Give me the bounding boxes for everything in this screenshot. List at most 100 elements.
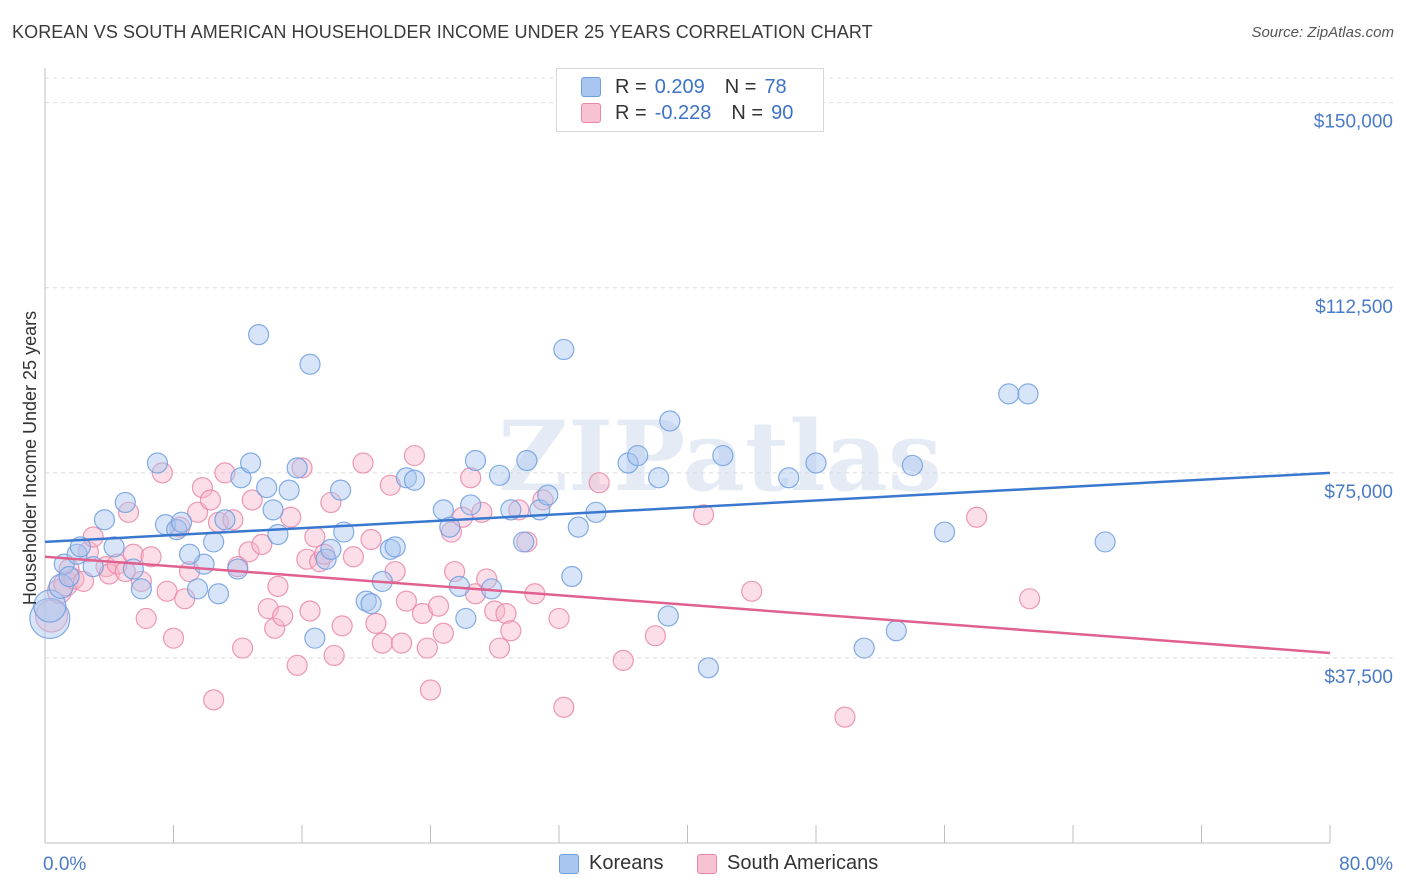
south-americans-swatch-icon xyxy=(581,103,601,123)
koreans-trend-line xyxy=(44,471,1331,544)
koreans-point xyxy=(114,491,136,514)
south-americans-legend-icon xyxy=(697,853,717,874)
koreans-point xyxy=(267,523,289,546)
koreans-point xyxy=(657,605,679,627)
x-tick-label: 0.0% xyxy=(43,854,86,875)
legend-row-south-americans: R = -0.228 N = 90 xyxy=(581,100,793,126)
south-americans-point xyxy=(264,617,286,639)
south-americans-point xyxy=(191,477,214,499)
koreans-point xyxy=(278,479,300,501)
koreans-point xyxy=(553,338,575,361)
south-americans-point xyxy=(199,489,222,511)
watermark: ZIPatlas xyxy=(498,400,942,513)
series-legend-south-americans[interactable]: South Americans xyxy=(697,852,878,875)
south-americans-point xyxy=(548,607,570,630)
south-americans-point xyxy=(151,462,173,484)
legend-r-value: 0.209 xyxy=(654,75,705,98)
koreans-point xyxy=(513,531,535,553)
series-legend-koreans[interactable]: Koreans xyxy=(559,852,664,875)
series-legend-label: South Americans xyxy=(727,852,879,874)
koreans-point xyxy=(320,538,342,560)
south-americans-point xyxy=(186,501,209,523)
koreans-point xyxy=(853,637,875,659)
koreans-point xyxy=(384,536,406,558)
south-americans-point xyxy=(834,706,856,728)
south-americans-point xyxy=(280,506,302,528)
south-americans-point xyxy=(222,509,244,531)
koreans-point xyxy=(262,499,284,521)
south-americans-point xyxy=(741,580,763,602)
koreans-point xyxy=(537,484,559,506)
legend-n-value: 78 xyxy=(764,75,787,98)
south-americans-point xyxy=(966,506,988,528)
koreans-point xyxy=(567,516,589,538)
koreans-point xyxy=(130,578,152,600)
south-americans-point xyxy=(251,533,273,556)
koreans-point xyxy=(230,467,252,489)
south-americans-point xyxy=(130,570,152,593)
south-americans-point xyxy=(460,467,482,489)
south-americans-point xyxy=(488,637,511,659)
south-americans-point xyxy=(238,541,260,563)
koreans-point xyxy=(805,452,827,474)
koreans-point xyxy=(395,467,418,489)
south-americans-point xyxy=(432,622,454,644)
south-americans-point xyxy=(156,580,178,602)
south-americans-point xyxy=(267,575,289,597)
chart-title: KOREAN VS SOUTH AMERICAN HOUSEHOLDER INC… xyxy=(12,22,873,42)
legend-r-label: R = xyxy=(615,75,647,98)
tick-labels: $37,500 $75,000 $112,500 $150,000 0.0% 80.0% xyxy=(43,112,1393,875)
south-americans-point xyxy=(427,595,450,617)
koreans-point xyxy=(464,449,487,472)
koreans-point xyxy=(488,464,511,486)
south-americans-point xyxy=(291,457,313,479)
south-americans-point xyxy=(296,548,318,570)
trend-lines xyxy=(44,471,1331,655)
south-americans-point xyxy=(203,689,225,711)
koreans-swatch-icon xyxy=(581,77,601,97)
koreans-point xyxy=(778,467,800,489)
south-americans-point xyxy=(231,637,254,659)
koreans-point xyxy=(186,578,209,600)
koreans-point xyxy=(93,509,116,531)
koreans-point xyxy=(304,627,326,649)
south-americans-point xyxy=(644,625,666,647)
south-americans-point xyxy=(323,644,345,667)
legend-r-label: R = xyxy=(615,101,647,124)
koreans-point xyxy=(170,511,193,533)
y-tick-label: $112,500 xyxy=(1315,297,1393,318)
koreans-point xyxy=(103,536,125,558)
source-label: Source: ZipAtlas.com xyxy=(1251,24,1394,41)
koreans-point xyxy=(146,452,169,474)
south-americans-point xyxy=(241,489,263,511)
koreans-point xyxy=(58,565,80,588)
koreans-point xyxy=(1094,531,1116,553)
south-americans-point xyxy=(500,620,522,642)
legend-row-koreans: R = 0.209 N = 78 xyxy=(581,74,787,100)
koreans-legend-icon xyxy=(559,853,579,874)
koreans-point xyxy=(561,565,583,588)
south-americans-point xyxy=(299,600,321,622)
south-americans-point xyxy=(553,696,575,718)
south-americans-point xyxy=(352,452,374,474)
koreans-point xyxy=(299,353,321,375)
south-americans-point xyxy=(692,504,715,526)
south-americans-point xyxy=(214,462,236,484)
y-tick-label: $37,500 xyxy=(1324,667,1393,688)
koreans-point xyxy=(286,457,308,479)
south-americans-point xyxy=(286,654,308,676)
data-points xyxy=(29,324,1116,728)
south-americans-point xyxy=(612,649,634,671)
koreans-point xyxy=(516,449,538,472)
koreans-point xyxy=(647,467,670,489)
legend-n-label: N = xyxy=(724,75,757,98)
koreans-point xyxy=(48,573,74,599)
koreans-point xyxy=(1017,383,1039,405)
koreans-point xyxy=(227,558,249,580)
koreans-point xyxy=(248,324,270,346)
south-americans-point xyxy=(272,605,294,627)
south-americans-trend-line xyxy=(44,555,1331,655)
koreans-point xyxy=(315,548,337,570)
south-americans-point xyxy=(395,590,418,612)
